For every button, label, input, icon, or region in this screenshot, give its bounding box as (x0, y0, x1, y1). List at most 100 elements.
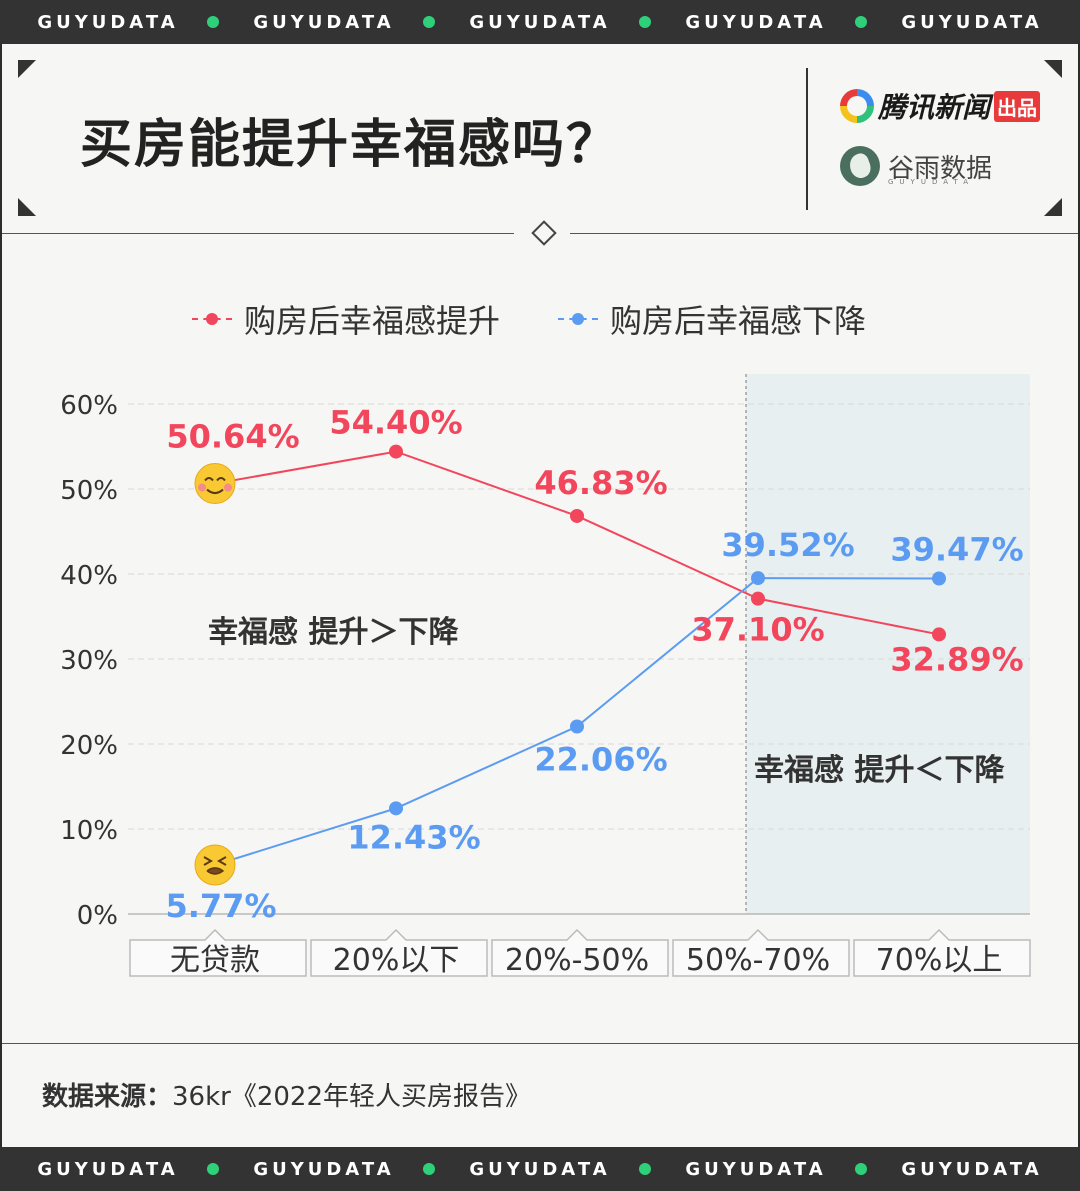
corner-tr (1044, 60, 1062, 78)
banner-item: GUYUDATA (469, 1158, 651, 1180)
bottom-banner: GUYUDATA GUYUDATA GUYUDATA GUYUDATA GUYUDATA (0, 1147, 1080, 1191)
x-tick-label: 50%-70% (686, 943, 830, 978)
fall-point (389, 801, 403, 816)
legend-item-rise: 购房后幸福感提升 (192, 296, 500, 342)
happy-face-icon-blush-left (198, 483, 206, 492)
banner-dot-icon (638, 1163, 651, 1175)
data-label: 37.10% (691, 611, 824, 649)
source-text: 36kr《2022年轻人买房报告》 (172, 1082, 532, 1112)
banner-text: GUYUDATA (253, 1158, 395, 1180)
banner-dot-icon (854, 1163, 867, 1175)
tencent-news-logo-icon (840, 89, 874, 123)
brand-primary-name: 腾讯新闻 (878, 91, 991, 124)
x-category-box (853, 928, 1031, 977)
corner-bl (18, 198, 36, 216)
data-label: 39.47% (890, 531, 1023, 569)
data-label: 46.83% (534, 464, 667, 502)
banner-item: GUYUDATA (253, 12, 435, 33)
fall-point (751, 571, 765, 586)
banner-dot-icon (422, 16, 435, 28)
y-tick-label: 10% (60, 816, 118, 846)
banner-dot-icon (422, 1163, 435, 1175)
brand-secondary-name: 谷雨数据 (888, 153, 993, 184)
fall-point (932, 571, 946, 586)
annotation-rise-lt-fall: 幸福感 提升＜下降 (754, 753, 1005, 788)
x-category-box (310, 928, 488, 977)
banner-item: GUYUDATA (901, 12, 1042, 33)
data-source: 数据来源：36kr《2022年轻人买房报告》 (42, 1076, 531, 1113)
banner-item: GUYUDATA (685, 1158, 867, 1180)
tired-face-icon (194, 844, 236, 886)
tired-face-icon-eyes (203, 856, 227, 866)
brand-guyu-data: 谷雨数据 GUYUDATA (840, 146, 992, 186)
data-label: 5.77% (165, 887, 276, 925)
legend-fall-label: 购房后幸福感下降 (610, 302, 867, 340)
corner-br (1044, 198, 1062, 216)
y-tick-label: 40% (60, 561, 118, 591)
banner-dot-icon (638, 16, 651, 28)
y-tick-label: 50% (60, 476, 118, 506)
banner-text: GUYUDATA (685, 1158, 827, 1180)
banner-text: GUYUDATA (469, 11, 611, 33)
guyu-bird-logo-icon (840, 146, 880, 186)
legend-item-fall: 购房后幸福感下降 (558, 296, 866, 342)
data-label: 12.43% (347, 818, 480, 856)
data-label: 32.89% (890, 640, 1023, 678)
fall-point (570, 719, 584, 734)
y-tick-label: 60% (60, 391, 118, 421)
banner-text: GUYUDATA (37, 11, 179, 33)
legend-fall-marker-icon (558, 309, 599, 329)
x-tick-label: 20%以下 (333, 943, 460, 978)
y-tick-label: 30% (60, 646, 118, 676)
tired-face-icon-mouth (206, 867, 225, 875)
x-tick-label: 20%-50% (505, 943, 649, 978)
happy-face-icon-blush-right (224, 483, 232, 492)
source-label: 数据来源： (42, 1082, 173, 1112)
banner-item: GUYUDATA (901, 1159, 1042, 1180)
top-banner: GUYUDATA GUYUDATA GUYUDATA GUYUDATA GUYUDATA (0, 0, 1080, 44)
page-title: 买房能提升幸福感吗？ (80, 115, 621, 175)
legend-rise-marker-icon (192, 309, 232, 329)
banner-text: GUYUDATA (37, 1158, 179, 1180)
banner-dot-icon (206, 1163, 219, 1175)
happy-face-icon-eyes (204, 477, 226, 482)
brand-primary-tag: 出品 (994, 90, 1041, 122)
header-rule-left (2, 233, 514, 234)
happy-face-icon-mouth (206, 488, 224, 495)
rise-point (389, 444, 403, 459)
header-divider (806, 68, 808, 210)
banner-dot-icon (854, 16, 867, 28)
data-label: 22.06% (534, 740, 667, 778)
banner-text: GUYUDATA (469, 1158, 611, 1180)
data-label: 39.52% (721, 526, 854, 564)
x-tick-label: 70%以上 (876, 943, 1003, 978)
banner-item: GUYUDATA (469, 11, 651, 33)
banner-item: GUYUDATA (685, 11, 867, 33)
rise-point (751, 591, 765, 606)
brand-secondary-sub: GUYUDATA (888, 178, 974, 186)
shaded-region (746, 374, 1030, 914)
banner-item: GUYUDATA (37, 11, 219, 33)
footer-rule (2, 1043, 1078, 1044)
banner-item: GUYUDATA (253, 1158, 435, 1180)
x-category-box (672, 928, 850, 977)
annotation-rise-gt-fall: 幸福感 提升＞下降 (208, 615, 459, 650)
y-tick-label: 20% (60, 731, 118, 761)
corner-tl (18, 60, 36, 78)
data-label: 54.40% (329, 404, 462, 442)
x-category-box (129, 928, 307, 977)
banner-text: GUYUDATA (685, 11, 827, 33)
y-tick-label: 0% (77, 901, 118, 931)
happy-face-icon (194, 463, 236, 505)
data-label: 50.64% (166, 418, 299, 456)
rise-point (932, 627, 946, 642)
chart-legend: 购房后幸福感提升 购房后幸福感下降 (192, 296, 866, 342)
banner-text: GUYUDATA (901, 11, 1043, 33)
legend-rise-label: 购房后幸福感提升 (244, 302, 501, 340)
x-tick-label: 无贷款 (170, 943, 260, 978)
brand-tencent-news: 腾讯新闻 出品 (840, 86, 1041, 126)
banner-item: GUYUDATA (37, 1158, 219, 1180)
x-category-box (491, 928, 669, 977)
